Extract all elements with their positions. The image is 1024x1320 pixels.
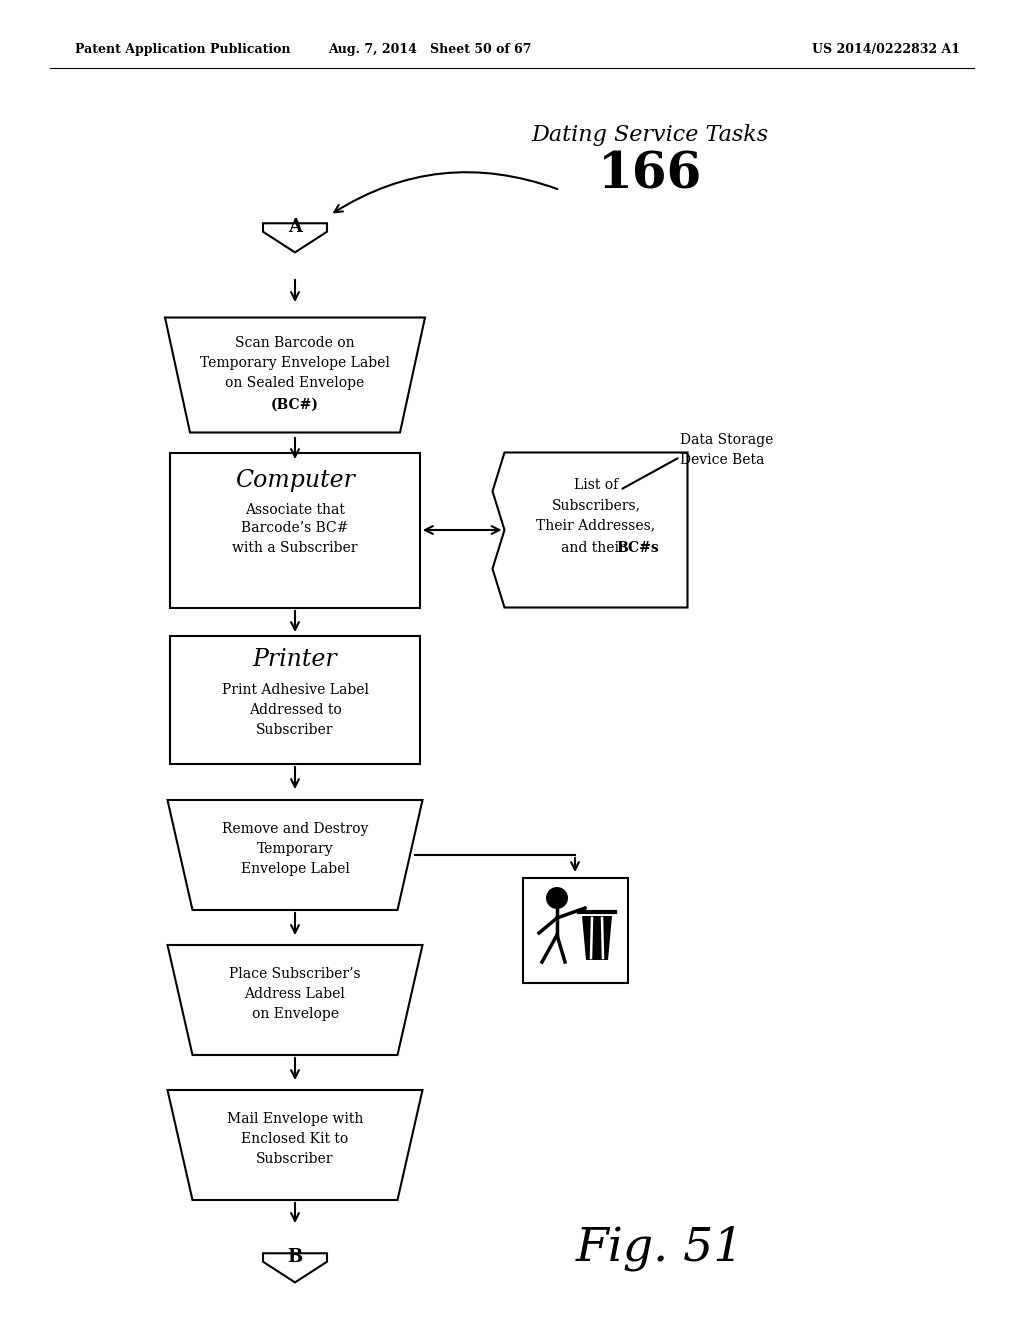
FancyBboxPatch shape [522, 878, 628, 982]
Text: (BC#): (BC#) [271, 399, 319, 412]
PathPatch shape [493, 453, 687, 607]
Text: Fig. 51: Fig. 51 [575, 1225, 744, 1271]
Text: Print Adhesive Label: Print Adhesive Label [221, 682, 369, 697]
Text: Temporary Envelope Label: Temporary Envelope Label [200, 356, 390, 370]
FancyArrowPatch shape [334, 172, 557, 213]
Text: Barcode’s BC#: Barcode’s BC# [242, 521, 349, 535]
Text: Addressed to: Addressed to [249, 704, 341, 717]
Polygon shape [168, 1090, 423, 1200]
Text: Scan Barcode on: Scan Barcode on [236, 337, 354, 350]
Polygon shape [263, 1253, 327, 1283]
FancyBboxPatch shape [170, 453, 420, 607]
Text: Printer: Printer [253, 648, 337, 672]
Text: on Envelope: on Envelope [252, 1007, 339, 1020]
Text: Remove and Destroy: Remove and Destroy [222, 822, 369, 836]
FancyBboxPatch shape [170, 636, 420, 764]
Text: Enclosed Kit to: Enclosed Kit to [242, 1133, 348, 1146]
Text: Subscriber: Subscriber [256, 1152, 334, 1166]
Text: B: B [288, 1247, 303, 1266]
Polygon shape [168, 800, 423, 909]
Text: Address Label: Address Label [245, 987, 345, 1001]
Text: US 2014/0222832 A1: US 2014/0222832 A1 [812, 44, 961, 57]
Text: Subscribers,: Subscribers, [552, 498, 640, 512]
Polygon shape [165, 318, 425, 433]
Text: Associate that: Associate that [245, 503, 345, 517]
Text: Data Storage: Data Storage [680, 433, 773, 447]
Text: on Sealed Envelope: on Sealed Envelope [225, 376, 365, 389]
Text: Patent Application Publication: Patent Application Publication [75, 44, 291, 57]
Text: Computer: Computer [236, 469, 355, 491]
Text: with a Subscriber: with a Subscriber [232, 541, 357, 554]
Text: Envelope Label: Envelope Label [241, 862, 349, 876]
Text: Dating Service Tasks: Dating Service Tasks [531, 124, 769, 147]
Text: List of: List of [573, 478, 618, 492]
Text: Mail Envelope with: Mail Envelope with [226, 1111, 364, 1126]
Text: Subscriber: Subscriber [256, 723, 334, 737]
Text: 166: 166 [598, 150, 702, 199]
Text: A: A [288, 218, 302, 236]
Polygon shape [263, 223, 327, 252]
Polygon shape [168, 945, 423, 1055]
Text: Aug. 7, 2014   Sheet 50 of 67: Aug. 7, 2014 Sheet 50 of 67 [329, 44, 531, 57]
Text: Place Subscriber’s: Place Subscriber’s [229, 968, 360, 981]
Circle shape [546, 887, 568, 909]
Text: Temporary: Temporary [257, 842, 334, 855]
Polygon shape [582, 916, 612, 960]
Text: BC#s: BC#s [616, 541, 659, 554]
Text: Their Addresses,: Their Addresses, [537, 517, 655, 532]
Text: and their: and their [561, 541, 631, 554]
Text: Device Beta: Device Beta [680, 453, 764, 467]
